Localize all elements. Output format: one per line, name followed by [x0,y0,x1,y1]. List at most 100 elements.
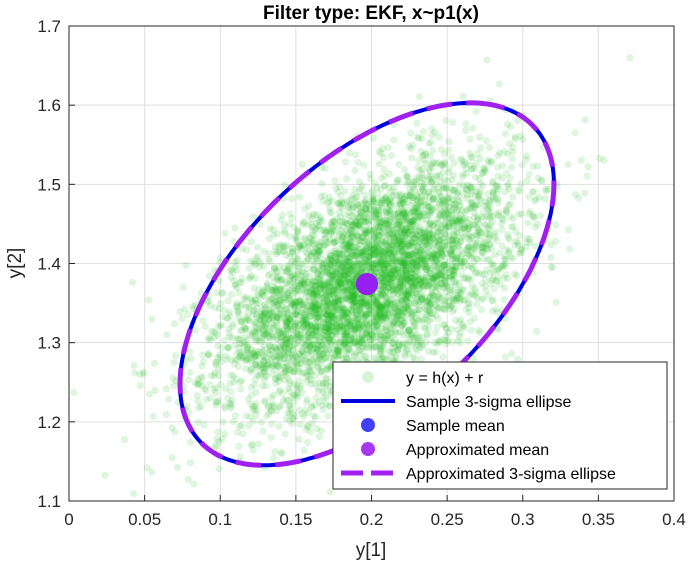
scatter-point [408,231,416,239]
scatter-point [320,308,328,316]
scatter-point [255,371,263,379]
scatter-point [387,188,395,196]
scatter-point [581,189,589,197]
scatter-point [351,302,359,310]
scatter-point [413,263,421,271]
scatter-point [323,263,332,271]
scatter-point [410,282,418,290]
scatter-point [365,253,373,261]
scatter-point [280,355,288,363]
scatter-point [384,283,392,291]
scatter-point [252,352,260,360]
scatter-point [242,303,250,311]
scatter-point [299,276,307,284]
scatter-point [396,219,404,227]
scatter-point [472,301,481,309]
scatter-point [380,320,389,329]
scatter-point [366,203,374,211]
scatter-point [283,291,291,299]
scatter-point [240,341,248,349]
scatter-point [258,382,267,390]
scatter-point [383,252,391,260]
scatter-point [479,182,487,190]
scatter-point [407,255,415,263]
scatter-point [330,239,338,247]
scatter-point [501,353,510,361]
scatter-point [467,326,475,334]
scatter-point [312,282,320,290]
scatter-point [398,308,407,316]
scatter-point [298,339,307,347]
scatter-point [413,192,421,200]
scatter-point [318,180,326,188]
scatter-point [279,369,288,377]
scatter-point [372,338,380,346]
scatter-point [380,264,388,272]
scatter-point [251,261,259,269]
scatter-point [276,372,284,380]
scatter-point [489,177,497,185]
scatter-point [335,322,343,330]
scatter-point [449,200,458,208]
scatter-point [265,314,273,322]
scatter-point [332,238,340,246]
scatter-point [444,197,452,205]
scatter-point [519,136,527,144]
scatter-point [385,354,393,363]
scatter-point [486,214,494,222]
scatter-point [252,388,260,396]
scatter-point [362,298,370,306]
scatter-point [70,389,78,397]
scatter-point [382,260,390,268]
scatter-point [304,439,312,447]
scatter-point [459,217,467,225]
scatter-point [399,288,408,296]
scatter-point [465,231,473,239]
scatter-point [500,296,508,304]
scatter-point [327,278,335,286]
scatter-point [364,235,372,243]
scatter-point [509,222,517,231]
scatter-point [348,230,356,238]
scatter-point [334,188,342,196]
scatter-point [210,327,218,336]
scatter-point [461,160,470,168]
scatter-point [339,272,347,280]
scatter-point [366,253,374,261]
scatter-point [425,139,433,148]
scatter-point [357,338,365,346]
scatter-point [481,164,489,172]
scatter-point [365,326,373,334]
scatter-point [412,314,420,323]
scatter-point [462,169,470,177]
scatter-point [375,226,384,234]
scatter-point [326,282,334,290]
scatter-point [395,339,403,347]
scatter-point [323,295,331,303]
scatter-point [421,293,429,301]
scatter-point [345,347,353,355]
scatter-point [400,195,408,204]
scatter-point [251,539,258,546]
scatter-point [270,391,278,399]
scatter-point [361,336,369,344]
scatter-point [347,232,355,240]
scatter-point [379,144,387,153]
scatter-point [267,356,275,364]
scatter-point [325,193,334,201]
scatter-point [498,262,506,270]
scatter-point [323,339,331,347]
scatter-point [182,261,190,269]
scatter-point [402,245,410,254]
scatter-point [276,316,285,324]
scatter-point [427,293,435,301]
scatter-point [355,333,363,341]
scatter-point [475,269,483,277]
scatter-point [370,233,378,241]
scatter-point [532,327,541,336]
scatter-point [376,247,384,255]
scatter-point [425,203,433,211]
scatter-point [268,300,276,308]
scatter-point [388,339,397,347]
scatter-point [303,323,311,331]
